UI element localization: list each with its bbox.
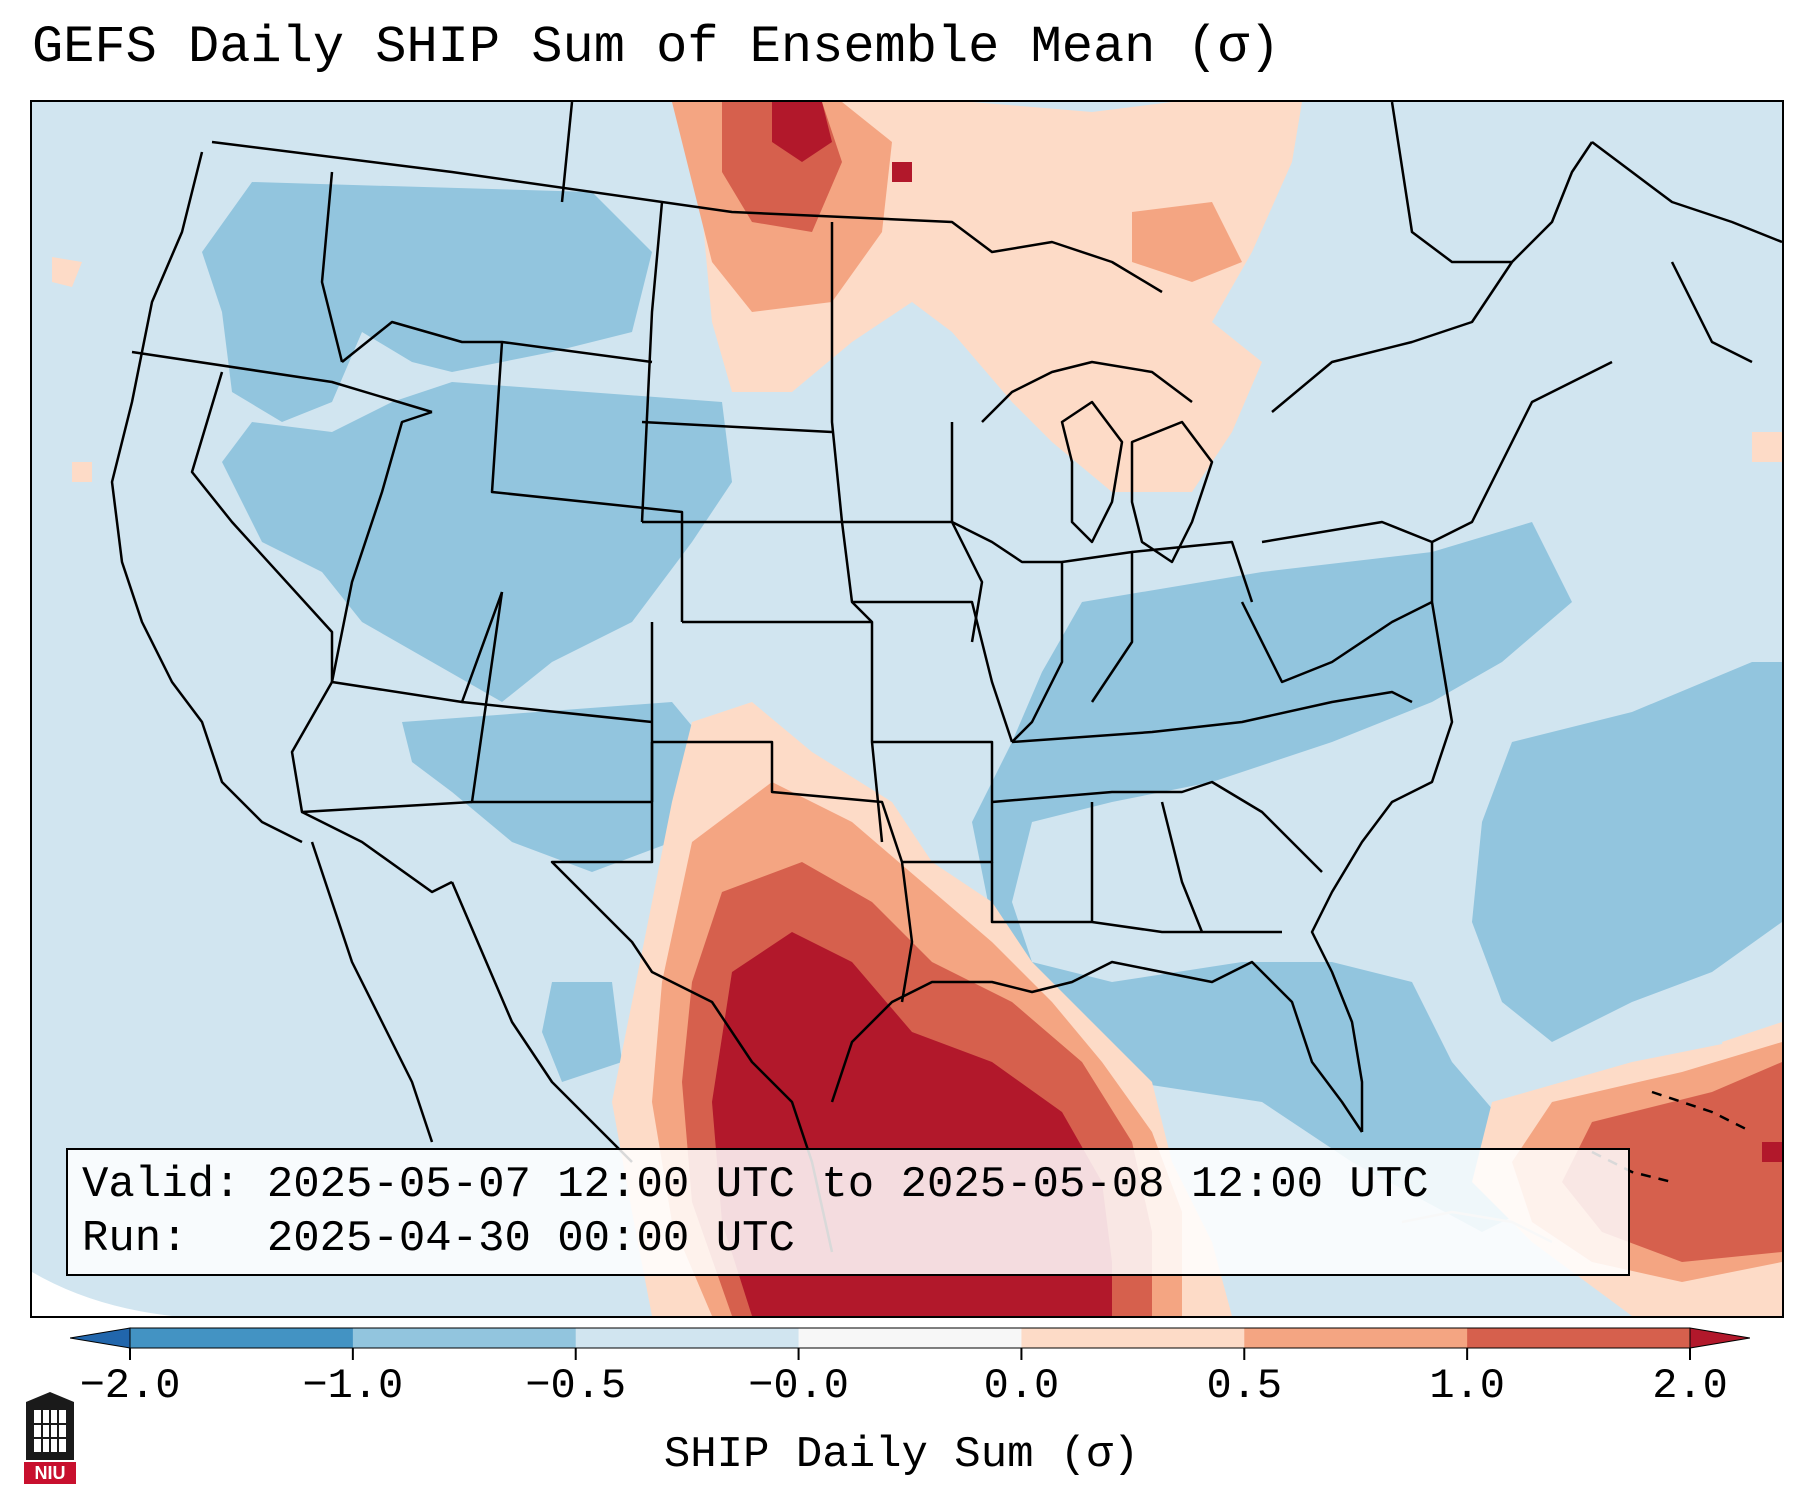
colorbar-tick-label: −1.0 [302,1362,404,1410]
colorbar-segment [130,1328,354,1348]
colorbar-tick-label: 2.0 [1652,1362,1728,1410]
colorbar-tick-label: −0.5 [525,1362,627,1410]
map-title: GEFS Daily SHIP Sum of Ensemble Mean (σ) [32,18,1281,77]
valid-run-info-box: Valid: 2025-05-07 12:00 UTC to 2025-05-0… [66,1148,1630,1276]
colorbar-segment [1467,1328,1691,1348]
niu-logo: NIU [24,1392,76,1484]
colorbar-label: SHIP Daily Sum (σ) [663,1430,1140,1480]
colorbar-tick-label: −0.0 [748,1362,849,1410]
colorbar-segment [1244,1328,1468,1348]
colorbar-extend-high [1689,1327,1750,1349]
colorbar [70,1327,1750,1360]
map-panel [30,100,1784,1318]
logo-text: NIU [35,1463,66,1483]
anomaly-map [32,102,1782,1316]
colorbar-tick-label: 0.5 [1206,1362,1283,1410]
colorbar-segment [575,1328,800,1348]
colorbar-segment [1021,1328,1245,1348]
boundaries [110,102,1782,1253]
colorbar-tick-label: −2.0 [79,1362,181,1410]
negative-anomaly-regions [202,182,1782,1232]
colorbar-segment [352,1328,577,1348]
colorbar-segments [70,1327,1750,1360]
colorbar-tick-label: 1.0 [1429,1362,1505,1410]
run-time-text: Run: 2025-04-30 00:00 UTC [82,1214,795,1264]
off-map-corner [32,1272,172,1316]
colorbar-segment [798,1328,1022,1348]
colorbar-tick-label: 0.0 [983,1362,1060,1410]
valid-time-text: Valid: 2025-05-07 12:00 UTC to 2025-05-0… [82,1160,1429,1210]
colorbar-extend-low [70,1327,131,1349]
